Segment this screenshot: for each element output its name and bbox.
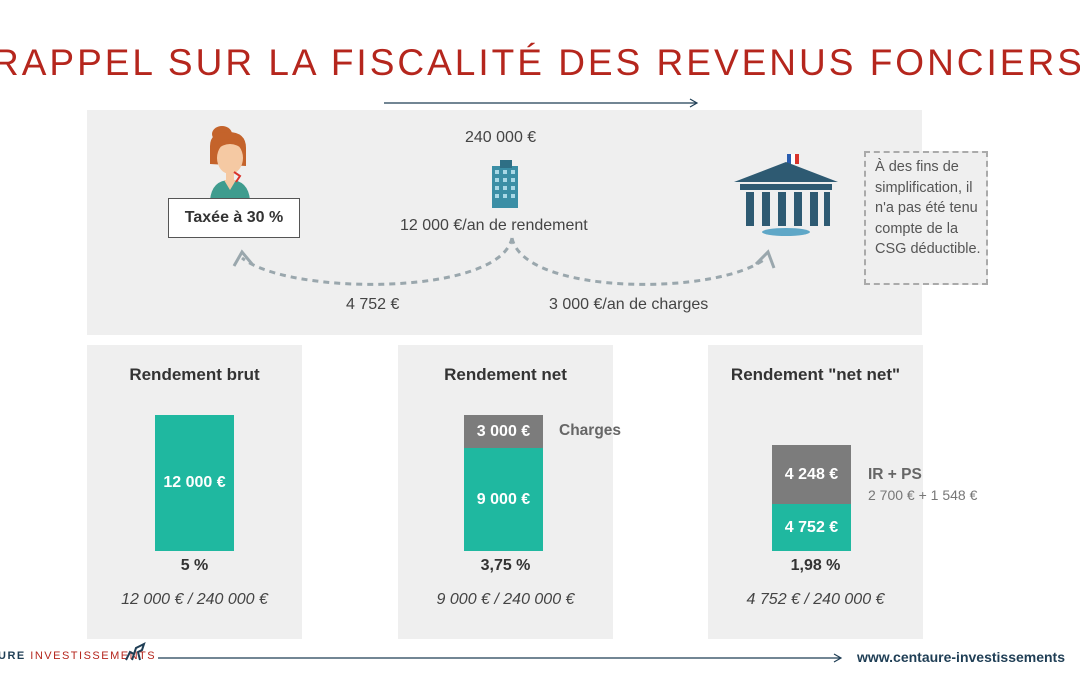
card-rendement-brut: Rendement brut 12 000 € 5 % 12 000 € / 2… xyxy=(87,345,302,639)
title-arrow xyxy=(384,98,699,108)
percent-value: 3,75 % xyxy=(480,557,531,574)
charges-flow-amount: 3 000 €/an de charges xyxy=(549,296,709,313)
formula: 12 000 € / 240 000 € xyxy=(121,591,268,608)
bar-net-net-return: 4 752 € xyxy=(772,504,851,551)
tax-flow-amount: 4 752 € xyxy=(346,296,400,313)
card-title: Rendement "net net" xyxy=(730,365,901,384)
page-title: RAPPEL SUR LA FISCALITÉ DES REVENUS FONC… xyxy=(0,42,1080,83)
bar-net-return: 9 000 € xyxy=(464,448,543,551)
tax-rate-box: Taxée à 30 % xyxy=(168,198,300,238)
centaur-logo-icon xyxy=(125,642,146,661)
government-icon xyxy=(734,154,838,236)
brand-part1: URE xyxy=(0,650,26,662)
simplification-note: À des fins de simplification, il n'a pas… xyxy=(864,151,988,285)
footer-brand: URE INVESTISSEMENTS xyxy=(0,650,156,662)
card-title: Rendement brut xyxy=(129,365,260,384)
building-icon xyxy=(492,160,518,208)
card-title: Rendement net xyxy=(444,365,567,384)
formula: 9 000 € / 240 000 € xyxy=(436,591,575,608)
card-rendement-net: Rendement net 3 000 € 9 000 € 3,75 % 9 0… xyxy=(398,345,613,639)
percent-value: 1,98 % xyxy=(790,557,841,574)
bar-taxes: 4 248 € xyxy=(772,445,851,504)
property-price: 240 000 € xyxy=(465,129,537,146)
person-icon xyxy=(210,126,250,200)
annual-return-label: 12 000 €/an de rendement xyxy=(400,217,588,234)
footer-arrow xyxy=(158,653,843,663)
taxes-breakdown: 2 700 € + 1 548 € xyxy=(868,487,978,503)
charges-label: Charges xyxy=(559,422,622,439)
brand-part2: INVESTISSEMENTS xyxy=(30,650,157,662)
bar-charges: 3 000 € xyxy=(464,415,543,448)
formula: 4 752 € / 240 000 € xyxy=(746,591,885,608)
bar-gross-return: 12 000 € xyxy=(155,415,234,551)
percent-value: 5 % xyxy=(180,557,209,574)
flow-arrows xyxy=(232,237,776,286)
footer-website-link[interactable]: www.centaure-investissements xyxy=(857,649,1066,665)
taxes-label: IR + PS xyxy=(868,466,922,483)
card-rendement-net-net: Rendement "net net" 4 248 € 4 752 € 1,98… xyxy=(708,345,923,639)
